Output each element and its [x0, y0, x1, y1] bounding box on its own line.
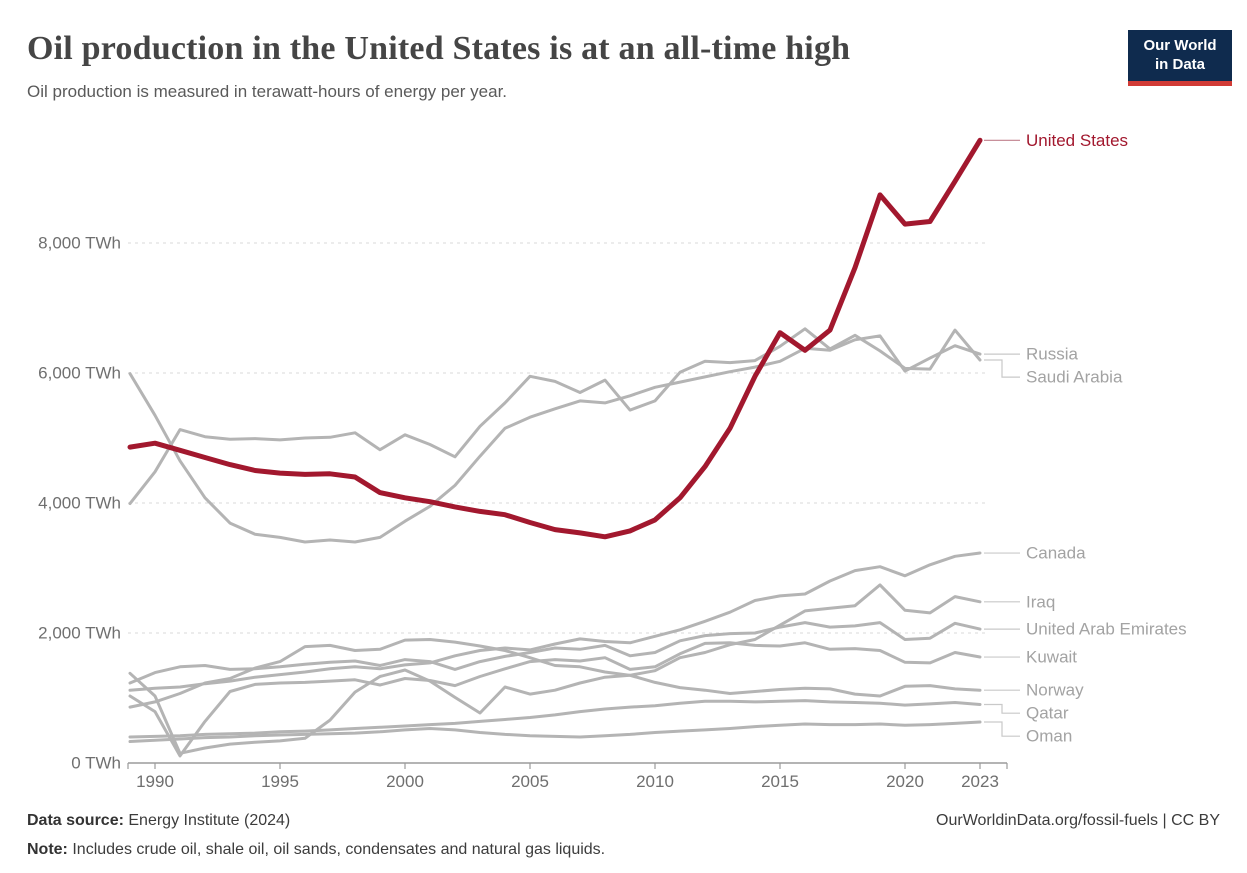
x-tick-label: 2010 — [636, 772, 674, 791]
x-tick-label: 2005 — [511, 772, 549, 791]
series-leader-oman — [984, 721, 1020, 737]
y-tick-label: 0 TWh — [71, 754, 121, 773]
series-leader-saudi-arabia — [984, 359, 1020, 378]
credit-link[interactable]: OurWorldinData.org/fossil-fuels | CC BY — [936, 812, 1220, 829]
x-tick-label: 1995 — [261, 772, 299, 791]
owid-logo: Our World in Data — [1128, 30, 1232, 86]
data-source-text: Data source: Energy Institute (2024) — [27, 812, 290, 830]
series-label-canada[interactable]: Canada — [1026, 544, 1086, 563]
series-line-oman — [128, 720, 982, 743]
note-line: Note: Includes crude oil, shale oil, oil… — [27, 841, 1220, 859]
x-tick-label: 2015 — [761, 772, 799, 791]
chart-title: Oil production in the United States is a… — [27, 30, 851, 67]
series-line-iraq — [128, 583, 982, 755]
series-line-kuwait — [128, 641, 982, 758]
data-source-value: Energy Institute (2024) — [128, 812, 291, 829]
series-label-qatar[interactable]: Qatar — [1026, 704, 1069, 723]
series-label-oman[interactable]: Oman — [1026, 727, 1072, 746]
series-line-united-arab-emirates — [128, 621, 982, 685]
series-leader-qatar — [984, 703, 1020, 714]
series-label-norway[interactable]: Norway — [1026, 681, 1084, 700]
header: Oil production in the United States is a… — [27, 30, 1107, 102]
data-source-label: Data source: — [27, 812, 124, 829]
owid-logo-line1: Our World — [1143, 36, 1217, 54]
oil-production-chart: 0 TWh 2,000 TWh 4,000 TWh 6,000 TWh 8,000 TW… — [38, 131, 1187, 791]
series-label-united-states[interactable]: United States — [1026, 131, 1128, 150]
series-label-russia[interactable]: Russia — [1026, 345, 1079, 364]
note-text: Includes crude oil, shale oil, oil sands… — [72, 841, 606, 858]
note-label: Note: — [27, 841, 68, 858]
series-line-qatar — [128, 699, 982, 739]
series-label-kuwait[interactable]: Kuwait — [1026, 648, 1077, 667]
series-line-russia — [128, 334, 982, 544]
x-tick-label: 1990 — [136, 772, 174, 791]
y-tick-label: 2,000 TWh — [38, 624, 121, 643]
y-tick-label: 6,000 TWh — [38, 364, 121, 383]
footer: Data source: Energy Institute (2024) Our… — [27, 812, 1220, 859]
series-label-saudi-arabia[interactable]: Saudi Arabia — [1026, 368, 1123, 387]
x-tick-label: 2000 — [386, 772, 424, 791]
series-line-saudi-arabia — [128, 327, 982, 506]
x-tick-label: 2023 — [961, 772, 999, 791]
data-source-line: Data source: Energy Institute (2024) Our… — [27, 812, 1220, 830]
series-line-norway — [128, 638, 982, 709]
series-label-iraq[interactable]: Iraq — [1026, 592, 1055, 611]
series-line-canada — [128, 551, 982, 692]
owid-logo-line2: in Data — [1154, 55, 1205, 73]
y-tick-label: 8,000 TWh — [38, 234, 121, 253]
x-tick-label: 2020 — [886, 772, 924, 791]
series-line-united-states — [127, 137, 983, 540]
series-label-united-arab-emirates[interactable]: United Arab Emirates — [1026, 620, 1187, 639]
chart-subtitle: Oil production is measured in terawatt-h… — [27, 82, 508, 101]
y-tick-label: 4,000 TWh — [38, 494, 121, 513]
